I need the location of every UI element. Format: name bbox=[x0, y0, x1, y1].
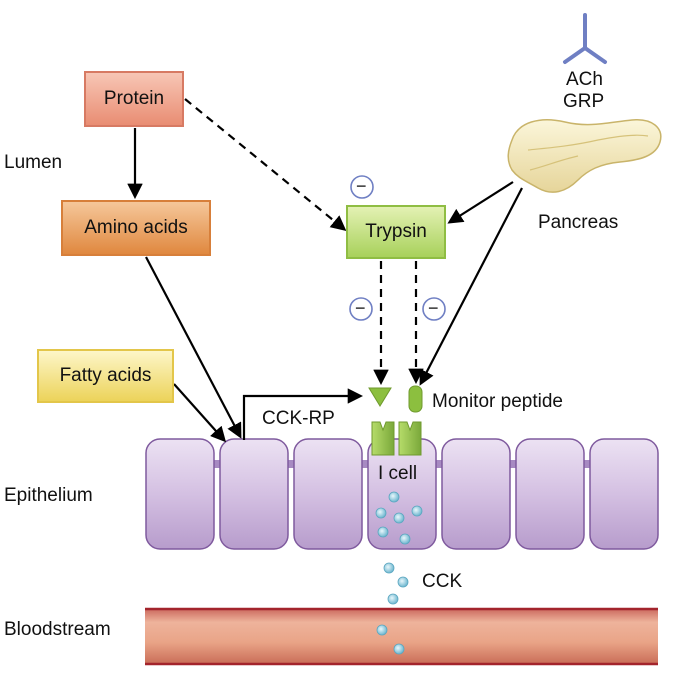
region-lumen-label: Lumen bbox=[4, 152, 63, 173]
arrow-fatty-to-cell bbox=[173, 383, 227, 443]
fatty-acids-box: Fatty acids bbox=[37, 349, 174, 403]
arrow-amino-to-cell bbox=[145, 256, 242, 439]
blood-vessel bbox=[145, 607, 658, 666]
i-cell-label: I cell bbox=[378, 463, 418, 484]
receptor-icon bbox=[563, 13, 607, 64]
inhibit-symbol: − bbox=[356, 176, 367, 196]
pancreas-organ bbox=[507, 119, 662, 193]
epithelial-cell bbox=[219, 438, 289, 550]
monitor-peptide-label: Monitor peptide bbox=[432, 391, 563, 412]
epithelial-cell bbox=[441, 438, 511, 550]
epithelial-cell bbox=[293, 438, 363, 550]
inhibit-icon bbox=[422, 297, 446, 321]
epithelial-cell bbox=[515, 438, 585, 550]
inhibition-markers bbox=[349, 175, 446, 321]
inhibit-symbol: − bbox=[428, 298, 439, 318]
region-bloodstream-label: Bloodstream bbox=[4, 619, 111, 640]
pathway-arrows bbox=[127, 98, 523, 443]
cck-granules bbox=[375, 491, 423, 655]
inhibit-icon bbox=[350, 175, 374, 199]
arrow-pancreas-to-monitor bbox=[419, 187, 523, 386]
monitor-peptide-ligand bbox=[408, 385, 423, 413]
cck-rp-label: CCK-RP bbox=[262, 408, 335, 429]
arrow-pancreas-to-trypsin bbox=[447, 181, 514, 224]
protein-box: Protein bbox=[84, 71, 184, 127]
epithelial-cells bbox=[145, 438, 659, 550]
i-cell-receptors bbox=[371, 421, 422, 456]
trypsin-box: Trypsin bbox=[346, 205, 446, 259]
grp-label: GRP bbox=[563, 91, 605, 112]
epithelial-cell bbox=[145, 438, 215, 550]
epithelial-cell bbox=[589, 438, 659, 550]
region-epithelium-label: Epithelium bbox=[4, 485, 93, 506]
cck-rp-ligand bbox=[368, 387, 392, 407]
pancreas-label: Pancreas bbox=[538, 212, 619, 233]
inhibit-icon bbox=[349, 297, 373, 321]
amino-acids-box: Amino acids bbox=[61, 200, 211, 256]
inhibit-symbol: − bbox=[355, 298, 366, 318]
ach-label: ACh bbox=[566, 69, 603, 90]
cck-label: CCK bbox=[422, 571, 463, 592]
arrow-cck-rp bbox=[242, 388, 364, 440]
arrow-protein-to-trypsin bbox=[184, 98, 347, 231]
